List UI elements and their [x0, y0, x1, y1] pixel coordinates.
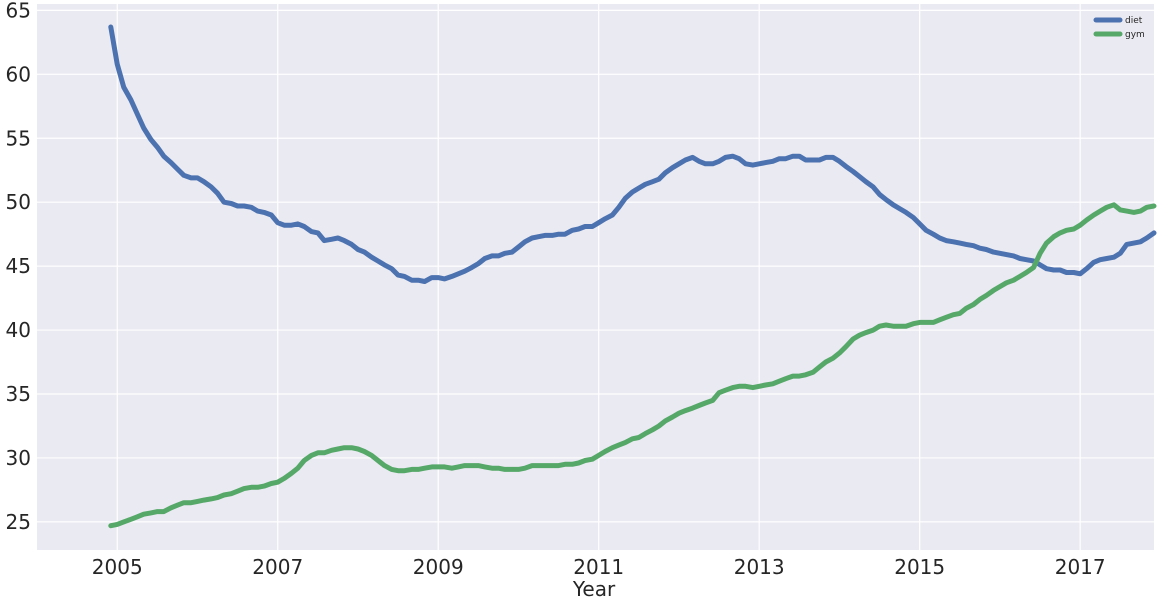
x-tick-label: 2005 — [92, 555, 143, 579]
legend-label-diet: diet — [1125, 16, 1143, 26]
y-tick-label: 55 — [6, 126, 31, 150]
x-tick-label: 2017 — [1055, 555, 1106, 579]
plot-area — [37, 4, 1154, 550]
y-tick-label: 40 — [6, 318, 31, 342]
y-tick-label: 50 — [6, 190, 31, 214]
y-tick-label: 60 — [6, 62, 31, 86]
x-tick-label: 2013 — [734, 555, 785, 579]
x-axis-ticks: 2005 2007 2009 2011 2013 2015 2017 — [92, 555, 1106, 579]
legend: diet gym — [1093, 16, 1145, 40]
x-tick-label: 2011 — [573, 555, 624, 579]
y-tick-label: 35 — [6, 382, 31, 406]
legend-label-gym: gym — [1125, 30, 1145, 40]
y-tick-label: 25 — [6, 510, 31, 534]
series-line-gym — [108, 202, 1157, 529]
x-tick-label: 2015 — [894, 555, 945, 579]
y-tick-label: 30 — [6, 446, 31, 470]
y-axis-ticks: 25 30 35 40 45 50 55 60 65 — [6, 0, 31, 534]
y-tick-label: 45 — [6, 254, 31, 278]
x-axis-label: Year — [572, 577, 616, 601]
x-tick-label: 2007 — [252, 555, 303, 579]
y-tick-label: 65 — [6, 0, 31, 22]
series-line-diet — [108, 24, 1157, 284]
x-tick-label: 2009 — [413, 555, 464, 579]
series-layer — [108, 24, 1157, 529]
